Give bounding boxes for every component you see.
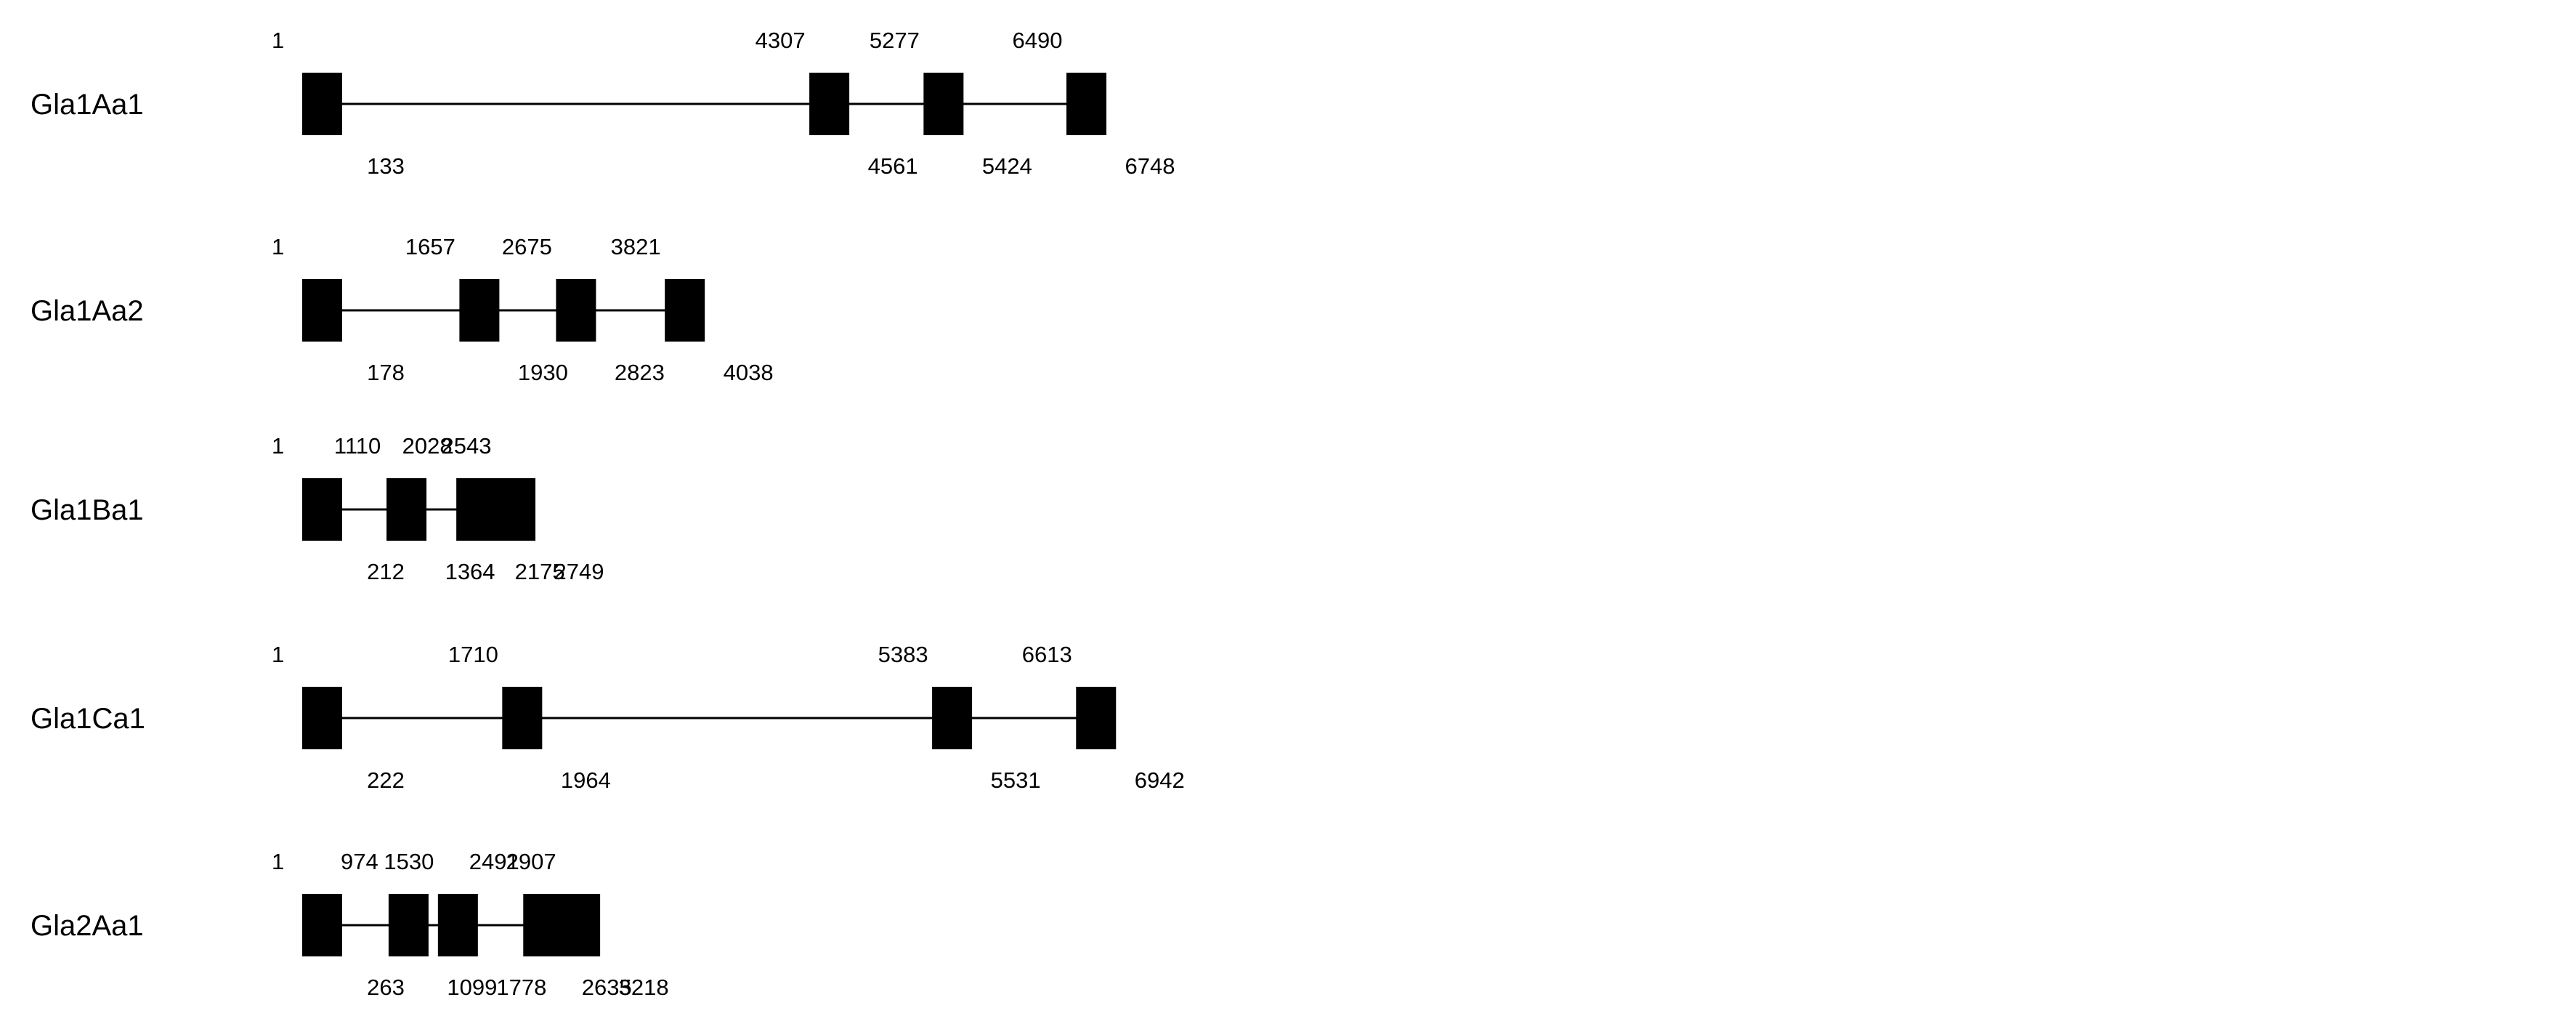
gene-name: Gla1Aa1 [31,89,144,121]
exon-block [495,478,536,541]
exon-block [809,73,850,135]
exon-end-label: 2175 [515,559,565,584]
exon-block [386,478,427,541]
exon-start-label: 2543 [442,433,492,459]
exon-block [932,687,973,749]
exon-end-label: 5424 [982,153,1032,179]
exon-block [1076,687,1117,749]
exon-start-label: 3821 [611,234,661,259]
exon-end-label: 6748 [1125,153,1175,179]
gene-name: Gla1Ba1 [31,494,144,526]
exon-start-label: 2675 [502,234,552,259]
exon-start-label: 1 [272,849,284,874]
exon-block [459,279,500,342]
exon-start-label: 1 [272,234,284,259]
exon-start-label: 2028 [402,433,453,459]
exon-start-label: 2907 [506,849,556,874]
exon-start-label: 5383 [878,642,928,667]
exon-end-label: 2635 [582,975,632,1000]
exon-start-label: 2491 [469,849,519,874]
exon-end-label: 178 [367,360,405,385]
gene-row-Gla1Aa1: Gla1Aa1 1 133 4307 4561 5277 5424 6490 6748 [31,28,1175,179]
exon-block [665,279,705,342]
exon-block [456,478,497,541]
exon-end-label: 263 [367,975,405,1000]
exon-block [1066,73,1106,135]
exon-start-label: 1657 [405,234,455,259]
exon-start-label: 1 [272,28,284,53]
exon-end-label: 1930 [518,360,568,385]
exon-block [560,894,601,956]
exon-end-label: 1099 [447,975,497,1000]
exon-block [302,279,342,342]
gene-row-Gla2Aa1: Gla2Aa1 1 263 974 1099 1530 1778 2491 2635 2907 32… [31,849,669,1000]
exon-start-label: 1710 [448,642,498,667]
gene-name: Gla1Ca1 [31,703,145,735]
exon-start-label: 6613 [1022,642,1072,667]
exon-start-label: 6490 [1013,28,1063,53]
gene-name: Gla1Aa2 [31,295,144,327]
exon-block [302,478,342,541]
exon-start-label: 1110 [334,433,381,459]
gene-name: Gla2Aa1 [31,910,144,942]
exon-end-label: 133 [367,153,405,179]
exon-end-label: 4561 [868,153,918,179]
exon-block [302,894,342,956]
exon-start-label: 1 [272,642,284,667]
exon-block [502,687,543,749]
exon-end-label: 222 [367,767,405,793]
exon-start-label: 1 [272,433,284,459]
exon-end-label: 1778 [496,975,546,1000]
exon-end-label: 3218 [619,975,669,1000]
exon-start-label: 974 [341,849,378,874]
exon-end-label: 2749 [554,559,604,584]
exon-block [302,73,342,135]
exon-block [523,894,564,956]
exon-end-label: 4038 [724,360,774,385]
exon-end-label: 2823 [615,360,665,385]
exon-end-label: 6942 [1135,767,1185,793]
exon-block [556,279,596,342]
exon-block [302,687,342,749]
gene-row-Gla1Aa2: Gla1Aa2 1 178 1657 1930 2675 2823 3821 4038 [31,234,774,385]
exon-start-label: 5277 [870,28,920,53]
exon-block [388,894,429,956]
exon-block [923,73,964,135]
exon-end-label: 212 [367,559,405,584]
exon-start-label: 4307 [756,28,806,53]
gene-row-Gla1Ba1: Gla1Ba1 1 212 1110 1364 2028 2175 2543 2749 [31,433,604,584]
exon-end-label: 1964 [561,767,611,793]
exon-end-label: 1364 [445,559,495,584]
exon-end-label: 5531 [991,767,1041,793]
exon-start-label: 1530 [384,849,434,874]
exon-block [437,894,478,956]
gene-row-Gla1Ca1: Gla1Ca1 1 222 1710 1964 5383 5531 6613 6942 [31,642,1185,793]
